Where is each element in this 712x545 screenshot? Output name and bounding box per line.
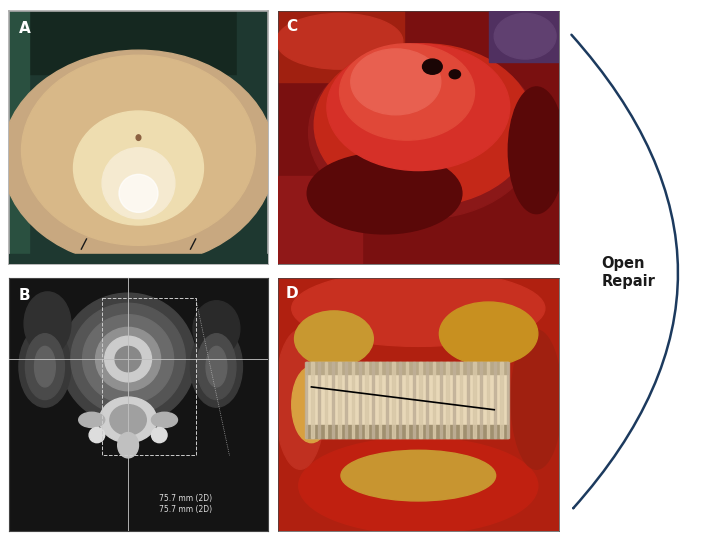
Ellipse shape — [110, 404, 146, 435]
Ellipse shape — [206, 347, 227, 387]
Ellipse shape — [511, 330, 562, 469]
Ellipse shape — [2, 50, 275, 265]
Ellipse shape — [449, 70, 461, 78]
Bar — [426, 361, 429, 438]
Ellipse shape — [21, 55, 256, 245]
Ellipse shape — [351, 49, 441, 115]
Ellipse shape — [34, 347, 56, 387]
Ellipse shape — [83, 314, 174, 403]
Ellipse shape — [117, 433, 138, 458]
Bar — [460, 361, 462, 438]
Bar — [311, 361, 314, 438]
Bar — [392, 361, 394, 438]
Ellipse shape — [119, 174, 158, 213]
Bar — [278, 175, 362, 264]
Ellipse shape — [102, 148, 175, 219]
Bar — [9, 254, 268, 264]
Ellipse shape — [292, 367, 331, 443]
Ellipse shape — [152, 427, 167, 443]
Ellipse shape — [494, 14, 556, 59]
Bar — [446, 361, 449, 438]
Text: Open
Repair: Open Repair — [602, 256, 656, 289]
Ellipse shape — [193, 301, 240, 356]
Ellipse shape — [340, 44, 475, 140]
Bar — [325, 361, 328, 438]
Ellipse shape — [295, 311, 373, 367]
Bar — [473, 361, 476, 438]
Text: D: D — [286, 286, 299, 300]
Ellipse shape — [341, 450, 496, 501]
Bar — [433, 361, 435, 438]
Bar — [332, 361, 334, 438]
Ellipse shape — [292, 270, 545, 347]
Ellipse shape — [314, 44, 533, 206]
Ellipse shape — [276, 14, 403, 69]
Bar — [480, 361, 483, 438]
Ellipse shape — [105, 336, 152, 382]
Ellipse shape — [61, 293, 196, 425]
Bar — [507, 361, 509, 438]
Ellipse shape — [197, 334, 236, 399]
Ellipse shape — [26, 334, 64, 399]
Bar — [359, 361, 361, 438]
FancyArrowPatch shape — [572, 35, 678, 508]
Ellipse shape — [89, 427, 105, 443]
Ellipse shape — [191, 326, 242, 407]
Bar — [419, 361, 422, 438]
Bar — [365, 361, 367, 438]
Bar — [413, 361, 415, 438]
Bar — [488, 11, 559, 62]
Text: 75.7 mm (2D)
75.7 mm (2D): 75.7 mm (2D) 75.7 mm (2D) — [159, 494, 212, 513]
Ellipse shape — [152, 412, 177, 427]
Bar — [386, 361, 388, 438]
Ellipse shape — [100, 397, 157, 443]
Ellipse shape — [307, 153, 462, 234]
Bar — [338, 361, 340, 438]
Bar — [487, 361, 489, 438]
Ellipse shape — [327, 44, 510, 171]
Bar — [406, 361, 408, 438]
Ellipse shape — [508, 87, 565, 214]
Ellipse shape — [79, 412, 105, 427]
Ellipse shape — [95, 328, 161, 391]
Ellipse shape — [136, 135, 141, 141]
Ellipse shape — [422, 59, 442, 74]
Bar — [9, 11, 268, 74]
Ellipse shape — [275, 330, 325, 469]
Bar — [306, 361, 508, 374]
Ellipse shape — [308, 46, 539, 219]
Bar — [237, 11, 268, 264]
Bar — [345, 361, 347, 438]
Bar — [305, 361, 307, 438]
Bar — [306, 361, 508, 438]
Bar — [466, 361, 469, 438]
Ellipse shape — [19, 326, 71, 407]
Text: A: A — [19, 21, 31, 36]
Ellipse shape — [71, 303, 185, 415]
Text: C: C — [286, 19, 297, 33]
Bar — [318, 361, 320, 438]
Bar — [501, 361, 503, 438]
Bar — [379, 361, 381, 438]
Bar — [9, 11, 29, 264]
Ellipse shape — [115, 347, 141, 372]
Text: B: B — [19, 288, 31, 303]
Ellipse shape — [439, 302, 538, 365]
Bar — [399, 361, 402, 438]
Ellipse shape — [24, 292, 71, 355]
Bar — [278, 11, 404, 82]
Bar — [352, 361, 354, 438]
Bar — [306, 425, 508, 438]
Bar — [372, 361, 375, 438]
Ellipse shape — [73, 111, 204, 225]
Bar — [453, 361, 456, 438]
Bar — [440, 361, 442, 438]
Bar — [493, 361, 496, 438]
Ellipse shape — [299, 438, 538, 534]
